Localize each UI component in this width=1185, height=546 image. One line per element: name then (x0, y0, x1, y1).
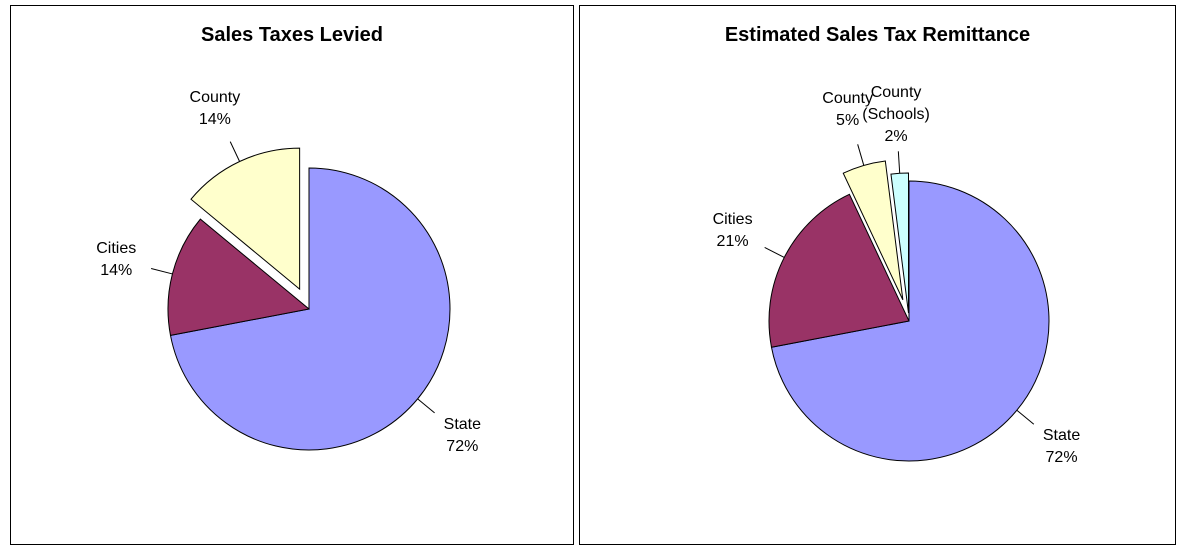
pie-slice (768, 193, 910, 348)
slice-value: 5% (836, 111, 860, 129)
slice-name: County (189, 89, 241, 107)
pie-slice (169, 167, 451, 451)
leader-line (764, 247, 785, 258)
slice-label: County 14% (190, 87, 241, 131)
slice-label: Cities 14% (96, 238, 136, 282)
slice-name: State (1042, 427, 1081, 445)
slice-value: 14% (198, 111, 231, 129)
leader-line (857, 144, 865, 166)
slice-name: County (822, 89, 873, 107)
pie-slice (890, 172, 909, 314)
chart-panel: Estimated Sales Tax Remittance State 72% Ci… (579, 5, 1176, 545)
pie-chart (150, 141, 451, 451)
slice-name: County (Schools) (862, 84, 930, 124)
slice-value: 14% (100, 261, 133, 279)
leader-line (897, 151, 901, 174)
pie-slice (842, 160, 904, 301)
slice-value: 2% (884, 128, 908, 146)
pie-chart (764, 144, 1050, 462)
slice-value: 72% (446, 437, 479, 455)
slice-value: 72% (1045, 449, 1078, 467)
leader-line (1016, 409, 1035, 425)
pie-slice (167, 218, 311, 337)
slice-name: Cities (96, 239, 137, 257)
leader-line (229, 141, 241, 162)
slice-value: 21% (716, 233, 749, 251)
leader-line (150, 267, 173, 275)
pie-slice (190, 147, 301, 291)
slice-label: Cities 21% (713, 209, 753, 253)
slice-label: County (Schools) 2% (849, 82, 944, 148)
slice-label: County 5% (822, 88, 873, 132)
chart-title: Estimated Sales Tax Remittance (724, 24, 1031, 46)
slice-label: State 72% (444, 414, 481, 458)
leader-line (417, 398, 435, 414)
slice-name: State (443, 415, 482, 433)
chart-title: Sales Taxes Levied (201, 24, 383, 46)
slice-name: Cities (712, 211, 753, 229)
pie-slice (770, 180, 1050, 462)
slice-label: State 72% (1043, 425, 1080, 469)
chart-panel: Sales Taxes Levied State 72% Cities 14% Count… (10, 5, 574, 545)
